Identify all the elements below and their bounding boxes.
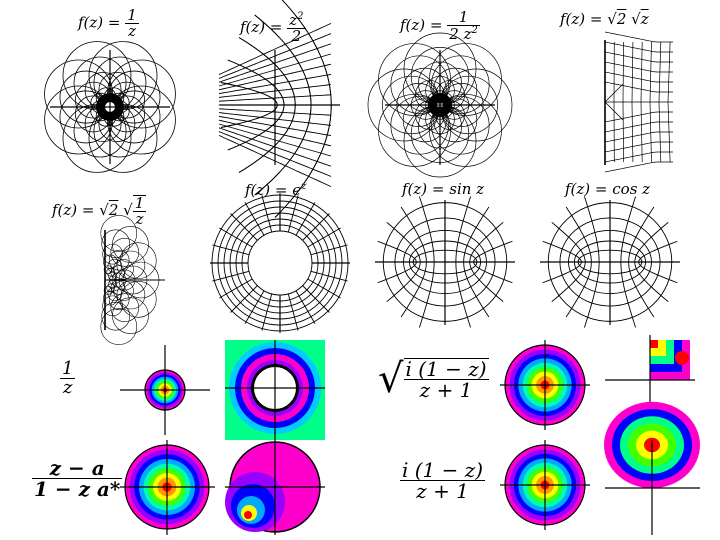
grid-curve <box>605 52 673 62</box>
conformal-map-sqrt-z <box>605 40 675 165</box>
grid-curve <box>552 262 585 302</box>
grid-curve <box>605 142 673 152</box>
color-ring <box>244 511 252 519</box>
grid-curve <box>470 262 503 302</box>
grid-curve <box>470 222 503 262</box>
conformal-map-cos-z <box>540 200 680 325</box>
grid-curve <box>605 62 673 72</box>
color-disk-sqrt-cayley <box>500 340 590 430</box>
grid-curve <box>605 162 673 172</box>
conformal-map-sqrt-inv-z <box>105 230 165 330</box>
grid-curve <box>605 32 673 42</box>
grid-curve <box>605 132 673 142</box>
conformal-map-z-squared <box>220 50 340 165</box>
color-square-ring <box>225 340 325 440</box>
grid-curve <box>605 82 673 92</box>
grid-curve <box>605 72 673 82</box>
conformal-map-inverse-z <box>50 50 170 170</box>
color-disk-cayley <box>500 440 590 530</box>
label-sqrt2-sqrt-inv-z: f(z) = √2 √ 1 z <box>52 195 146 227</box>
grid-curve <box>605 42 673 52</box>
color-ring <box>675 351 689 365</box>
grid-curve <box>605 122 673 132</box>
grid-curve <box>387 222 420 262</box>
color-half-plane <box>605 440 700 535</box>
color-disk-small <box>120 345 210 435</box>
grid-curve <box>605 152 673 162</box>
color-disk-offset <box>225 440 325 535</box>
grid-curve <box>635 262 668 302</box>
grid-curve <box>552 222 585 262</box>
label-sqrt2-sqrtz: f(z) = √2 √z <box>560 12 649 27</box>
label-cos-z: f(z) = cos z <box>565 182 650 197</box>
label-lower-sqrt-cayley: √ i (1 − z) z + 1 <box>378 358 489 400</box>
label-lower-cayley: i (1 − z) z + 1 <box>400 460 485 501</box>
grid-curve <box>605 112 673 122</box>
label-sin-z: f(z) = sin z <box>402 182 484 197</box>
color-ring <box>650 340 658 348</box>
grid-curve <box>635 222 668 262</box>
conformal-map-exp-z <box>210 195 350 330</box>
conformal-map-sin-z <box>375 200 515 325</box>
conformal-map-inverse-2z2 <box>385 50 495 165</box>
grid-curve <box>387 262 420 302</box>
color-disk-mobius <box>120 440 215 535</box>
polar-circle <box>248 231 312 295</box>
